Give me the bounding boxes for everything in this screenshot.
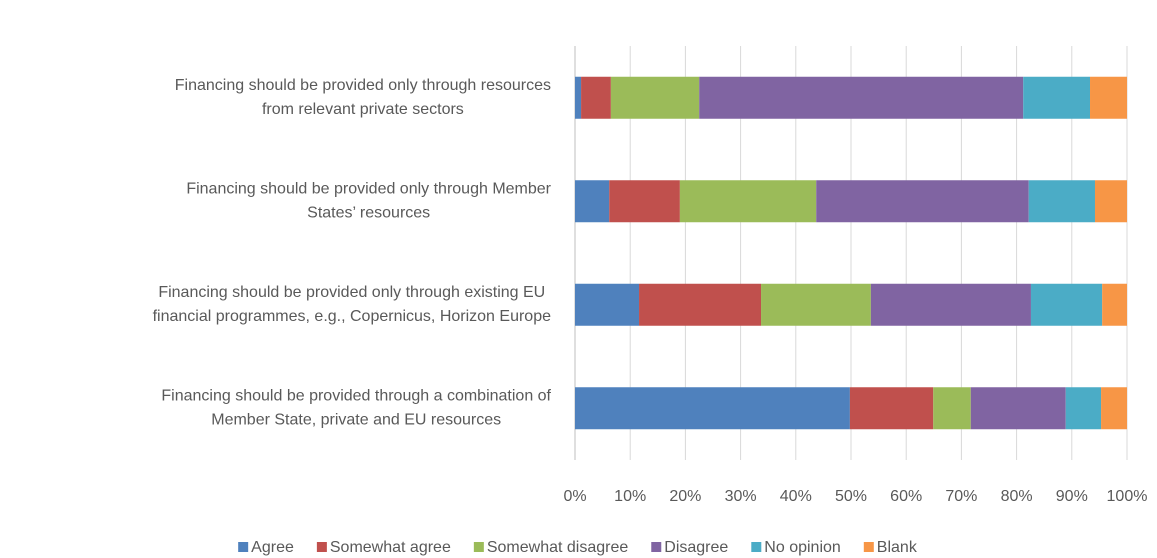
bar-segment (699, 76, 1024, 119)
legend-label: Blank (877, 539, 918, 556)
legend-swatch (473, 542, 484, 552)
bar-segment (1065, 387, 1102, 430)
legend-label: Somewhat agree (330, 539, 451, 556)
x-tick-label: 100% (1107, 488, 1148, 505)
x-tick-label: 80% (1001, 488, 1033, 505)
bar-segment (609, 180, 680, 223)
bar-segment (761, 283, 871, 326)
bar-segment (849, 387, 934, 430)
bar-segment (575, 76, 582, 119)
x-tick-label: 20% (669, 488, 701, 505)
bar-segment (870, 283, 1031, 326)
category-label: Financing should be provided only throug… (186, 180, 551, 197)
legend-swatch (651, 542, 662, 552)
bar-segment (610, 76, 700, 119)
x-tick-label: 0% (563, 488, 586, 505)
bar-segment (1101, 387, 1127, 430)
bar-segment (1023, 76, 1091, 119)
category-label: from relevant private sectors (262, 101, 464, 118)
legend-label: Disagree (664, 539, 728, 556)
legend-label: Somewhat disagree (487, 539, 629, 556)
bar-segment (933, 387, 971, 430)
x-tick-label: 10% (614, 488, 646, 505)
legend-label: No opinion (764, 539, 841, 556)
bar-segment (970, 387, 1066, 430)
bar-segment (1090, 76, 1127, 119)
bar-segment (575, 283, 640, 326)
bar-segment (581, 76, 611, 119)
category-label: financial programmes, e.g., Copernicus, … (153, 308, 552, 325)
bar-segment (816, 180, 1029, 223)
category-label: Financing should be provided only throug… (175, 77, 551, 94)
legend-label: Agree (251, 539, 294, 556)
legend-swatch (316, 542, 327, 552)
category-label: States’ resources (307, 204, 430, 221)
bar-segment (679, 180, 817, 223)
x-tick-label: 30% (725, 488, 757, 505)
category-label: Financing should be provided through a c… (161, 387, 551, 404)
legend-swatch (863, 542, 874, 552)
x-tick-label: 60% (890, 488, 922, 505)
legend-swatch (751, 542, 762, 552)
bar-segment (639, 283, 762, 326)
bar-segment (1030, 283, 1103, 326)
bar-segment (575, 387, 850, 430)
x-tick-label: 70% (945, 488, 977, 505)
bar-segment (1028, 180, 1095, 223)
category-label: Member State, private and EU resources (211, 411, 501, 428)
bar-segment (1094, 180, 1127, 223)
bar-segment (575, 180, 610, 223)
category-label: Financing should be provided only throug… (158, 284, 545, 301)
bar-segment (1102, 283, 1127, 326)
legend-swatch (238, 542, 249, 552)
x-tick-label: 90% (1056, 488, 1088, 505)
x-tick-label: 50% (835, 488, 867, 505)
x-tick-label: 40% (780, 488, 812, 505)
